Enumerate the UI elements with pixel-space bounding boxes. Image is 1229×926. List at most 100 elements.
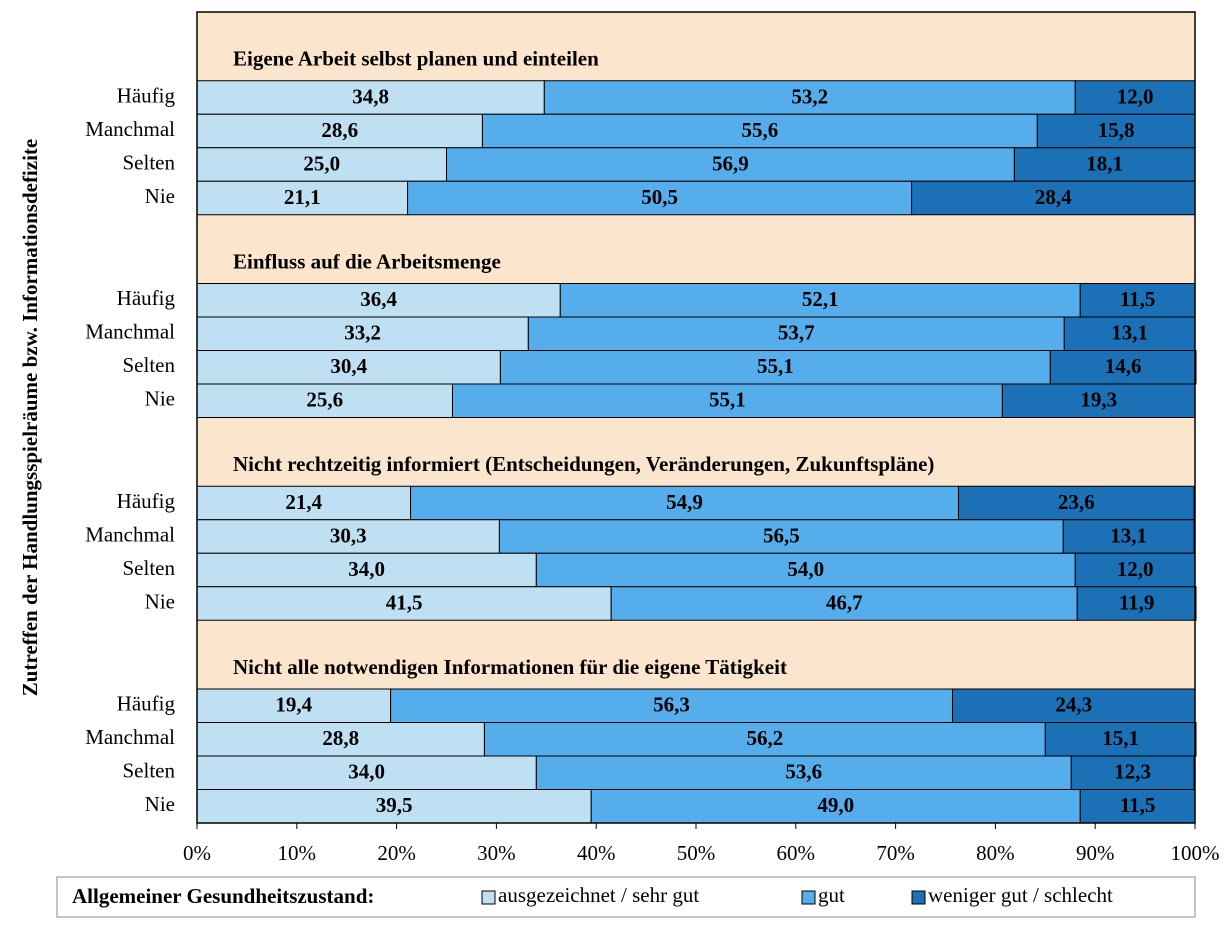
bar-segment [1063, 316, 1196, 351]
bar-segment [1079, 789, 1196, 824]
x-tick-label: 40% [577, 841, 616, 865]
legend-swatch [481, 890, 496, 905]
group-title: Einfluss auf die Arbeitsmenge [233, 249, 501, 273]
bar-segment [196, 180, 409, 216]
x-tick-label: 100% [1171, 841, 1220, 865]
bar-segment [498, 519, 1064, 554]
x-tick-label: 30% [477, 841, 516, 865]
value-label: 49,0 [817, 793, 854, 817]
bar-segment [196, 383, 453, 418]
bar-segment [1001, 383, 1196, 418]
bar-segment [196, 147, 447, 182]
bar-segment [957, 485, 1195, 521]
value-label: 53,2 [791, 84, 828, 108]
value-label: 19,3 [1080, 388, 1117, 412]
value-label: 18,1 [1086, 151, 1123, 175]
value-label: 55,6 [741, 118, 778, 142]
value-label: 39,5 [376, 793, 413, 817]
value-label: 25,0 [303, 151, 340, 175]
value-label: 15,8 [1098, 118, 1135, 142]
category-label: Selten [123, 759, 176, 783]
value-label: 23,6 [1058, 490, 1095, 514]
value-label: 55,1 [709, 388, 746, 412]
value-label: 15,1 [1102, 726, 1139, 750]
bar-segment [1070, 755, 1195, 790]
bar-segment [196, 789, 592, 824]
bar-segment [196, 80, 545, 115]
value-label: 53,7 [778, 321, 815, 345]
value-label: 54,0 [787, 557, 824, 581]
bar-segment [1013, 147, 1196, 182]
value-label: 28,6 [321, 118, 358, 142]
bar-segment [1074, 80, 1196, 115]
bar-segment [196, 113, 483, 149]
value-label: 33,2 [344, 321, 381, 345]
value-label: 25,6 [306, 388, 343, 412]
value-label: 53,6 [785, 760, 822, 784]
value-label: 19,4 [275, 693, 312, 717]
legend-title: Allgemeiner Gesundheitszustand: [72, 884, 374, 908]
bar-segment [543, 80, 1076, 115]
value-label: 12,0 [1117, 84, 1154, 108]
category-label: Häufig [117, 83, 176, 107]
value-label: 13,1 [1110, 523, 1147, 547]
value-label: 28,8 [322, 726, 359, 750]
category-label: Manchmal [85, 320, 175, 344]
category-label: Manchmal [85, 522, 175, 546]
value-label: 30,4 [330, 354, 367, 378]
bar-segment [535, 552, 1076, 588]
category-label: Häufig [117, 489, 176, 513]
bar-segment [527, 316, 1065, 351]
bar-segment [911, 180, 1196, 216]
bar-segment [483, 722, 1046, 757]
value-label: 12,0 [1117, 557, 1154, 581]
group-title: Eigene Arbeit selbst planen und einteile… [233, 47, 599, 71]
x-tick-label: 0% [183, 841, 211, 865]
group-header [197, 214, 1195, 284]
bar-segment [499, 350, 1051, 385]
value-label: 50,5 [641, 185, 678, 209]
category-label: Selten [123, 150, 176, 174]
bar-segment [407, 180, 913, 216]
value-label: 28,4 [1035, 185, 1072, 209]
group-header [197, 12, 1195, 81]
bar-segment [1044, 722, 1197, 757]
x-tick-label: 80% [976, 841, 1015, 865]
value-label: 34,0 [348, 760, 385, 784]
value-label: 56,5 [763, 523, 800, 547]
bar-segment [1074, 552, 1196, 588]
group-title: Nicht rechtzeitig informiert (Entscheidu… [233, 452, 934, 476]
value-label: 41,5 [386, 590, 423, 614]
value-label: 21,1 [284, 185, 321, 209]
value-label: 54,9 [666, 490, 703, 514]
x-tick-label: 50% [677, 841, 716, 865]
value-label: 30,3 [330, 523, 367, 547]
category-label: Selten [123, 556, 176, 580]
value-label: 24,3 [1055, 693, 1092, 717]
value-label: 55,1 [757, 354, 794, 378]
value-label: 46,7 [826, 590, 863, 614]
category-label: Nie [145, 184, 175, 208]
x-tick-label: 20% [377, 841, 416, 865]
value-label: 52,1 [802, 287, 839, 311]
category-label: Selten [123, 353, 176, 377]
category-label: Manchmal [85, 725, 175, 749]
bar-segment [410, 485, 959, 521]
x-tick-label: 70% [876, 841, 915, 865]
bar-segment [196, 688, 392, 723]
value-label: 21,4 [285, 490, 322, 514]
category-label: Häufig [117, 286, 176, 310]
legend-label: weniger gut / schlecht [928, 883, 1113, 907]
value-label: 14,6 [1105, 354, 1142, 378]
x-tick-label: 10% [278, 841, 317, 865]
category-label: Nie [145, 792, 175, 816]
value-label: 12,3 [1114, 760, 1151, 784]
value-label: 34,0 [348, 557, 385, 581]
value-label: 11,5 [1120, 287, 1156, 311]
category-label: Nie [145, 589, 175, 613]
value-label: 56,9 [712, 151, 749, 175]
bar-segment [610, 586, 1078, 621]
y-axis-label: Zutreffen der Handlungsspielräume bzw. I… [18, 139, 42, 696]
group-header [197, 620, 1195, 689]
